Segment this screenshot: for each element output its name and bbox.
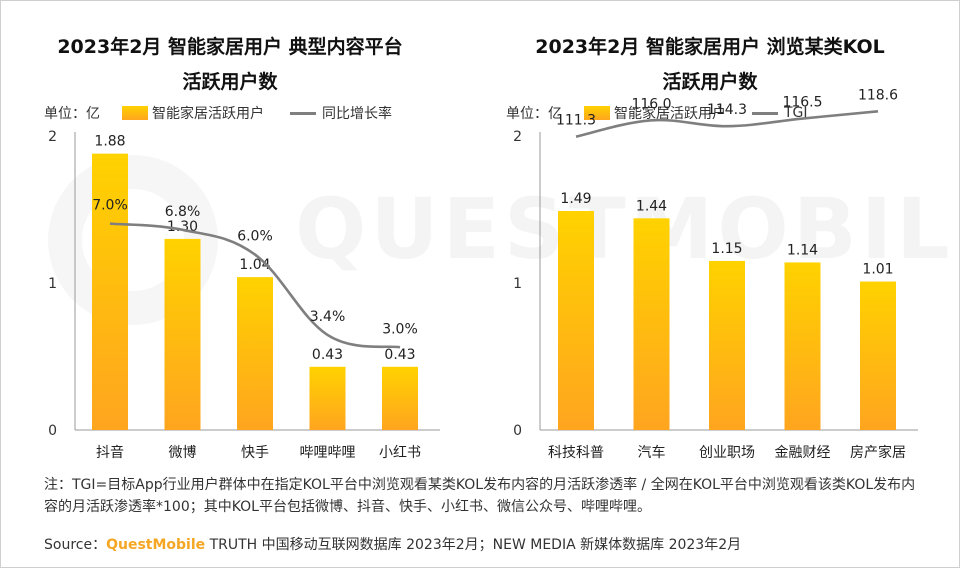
source-line: Source：QuestMobile TRUTH 中国移动互联网数据库 2023… [44,534,741,554]
right-y-tick: 0 [513,423,522,439]
left-bar-value-label: 0.43 [312,347,343,363]
right-line-value-label: 114.3 [707,102,747,118]
right-bar [784,262,821,430]
right-legend-line-swatch [752,111,778,115]
left-category-label: 哔哩哔哩 [300,445,356,461]
left-bar-value-label: 0.43 [384,347,415,363]
right-category-label: 创业职场 [699,445,755,461]
right-bar-value-label: 1.14 [787,242,818,258]
left-line-value-label: 7.0% [92,198,128,214]
right-bar-value-label: 1.15 [711,241,742,257]
right-legend: 单位：亿 智能家居活跃用户 TGI [506,103,808,123]
right-category-label: 汽车 [638,444,666,461]
right-category-label: 金融财经 [775,445,831,461]
right-bar-value-label: 1.44 [636,198,667,214]
left-chart-title-line1: 2023年2月 智能家居用户 典型内容平台 [57,36,403,58]
left-category-label: 小红书 [379,445,421,461]
right-legend-line-label: TGI [784,105,808,121]
left-line-value-label: 3.4% [310,309,346,325]
right-chart: 0 1 2 1.49 科技科普 1.44 汽车 1.15 创业职场 1.14 金融财经 1.01 房产家… [513,87,918,461]
left-y-tick: 1 [48,276,57,292]
right-line-series [575,109,879,138]
right-legend-bar-label: 智能家居活跃用户 [614,106,726,122]
right-bar [558,210,594,430]
right-line-value-label: 116.0 [631,96,671,112]
right-y-tick: 2 [513,129,522,145]
left-category-label: 抖音 [96,444,124,461]
left-category-label: 快手 [241,445,269,461]
right-line-value-label: 116.5 [782,95,822,111]
left-line-value-label: 6.8% [165,204,201,220]
source-suffix: TRUTH 中国移动互联网数据库 2023年2月；NEW MEDIA 新媒体数据… [205,537,742,553]
left-y-tick: 0 [48,423,57,439]
left-chart: 012 1.88抖音1.30微博1.04快手0.43哔哩哔哩0.43小红书7.0%… [48,129,440,461]
left-bar [309,366,346,430]
right-bar [860,281,896,430]
left-bar [164,238,201,430]
left-legend-line-label: 同比增长率 [322,106,392,122]
source-prefix: Source： [44,537,107,553]
left-legend-bar-label: 智能家居活跃用户 [152,106,264,122]
right-chart-title-line2: 活跃用户数 [662,71,758,93]
left-chart-title-line2: 活跃用户数 [182,71,278,93]
left-legend-bar-swatch [122,106,148,120]
left-category-label: 微博 [169,444,197,461]
left-line-value-label: 3.0% [382,321,418,337]
left-bar [382,366,418,430]
left-unit-label: 单位：亿 [44,106,100,122]
right-bar [633,218,670,430]
right-y-tick: 1 [513,276,522,292]
right-bar-value-label: 1.49 [560,191,591,207]
left-line-value-label: 6.0% [237,229,273,245]
right-unit-label: 单位：亿 [506,106,562,122]
right-chart-title-line1: 2023年2月 智能家居用户 浏览某类KOL [535,36,885,58]
left-bar [92,153,128,430]
left-legend: 单位：亿 智能家居活跃用户 同比增长率 [44,103,392,123]
left-bar-value-label: 1.88 [94,134,125,150]
left-bar [237,277,273,430]
right-bar [709,260,745,430]
footnote: 注：TGI=目标App行业用户群体中在指定KOL平台中浏览观看某类KOL发布内容… [44,477,916,515]
right-line-value-label: 111.3 [556,113,596,129]
right-legend-bar-swatch [584,106,610,120]
left-y-tick: 2 [48,129,57,145]
left-line-series [109,222,401,349]
right-line-value-label: 118.6 [858,87,898,103]
left-legend-line-swatch [290,111,316,115]
right-bar-value-label: 1.01 [862,262,893,278]
source-brand: QuestMobile [106,537,206,553]
right-category-label: 科技科普 [548,445,604,461]
right-category-label: 房产家居 [850,444,906,461]
